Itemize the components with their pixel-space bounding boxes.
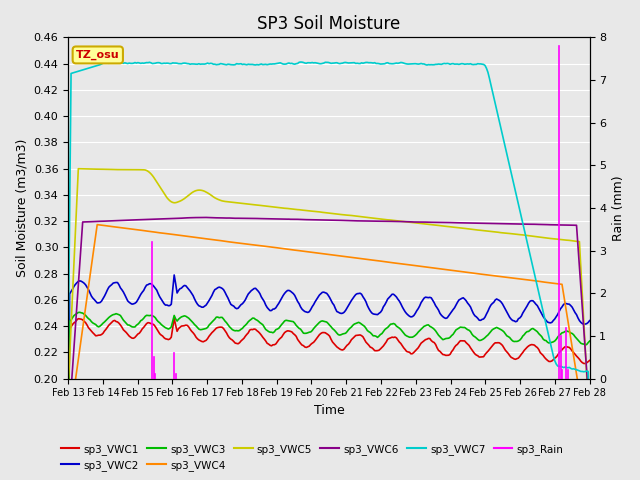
Legend: sp3_VWC1, sp3_VWC2, sp3_VWC3, sp3_VWC4, sp3_VWC5, sp3_VWC6, sp3_VWC7, sp3_Rain: sp3_VWC1, sp3_VWC2, sp3_VWC3, sp3_VWC4, … — [56, 439, 568, 475]
Y-axis label: Soil Moisture (m3/m3): Soil Moisture (m3/m3) — [15, 139, 28, 277]
Title: SP3 Soil Moisture: SP3 Soil Moisture — [257, 15, 401, 33]
X-axis label: Time: Time — [314, 404, 344, 417]
Text: TZ_osu: TZ_osu — [76, 50, 120, 60]
Y-axis label: Rain (mm): Rain (mm) — [612, 175, 625, 241]
